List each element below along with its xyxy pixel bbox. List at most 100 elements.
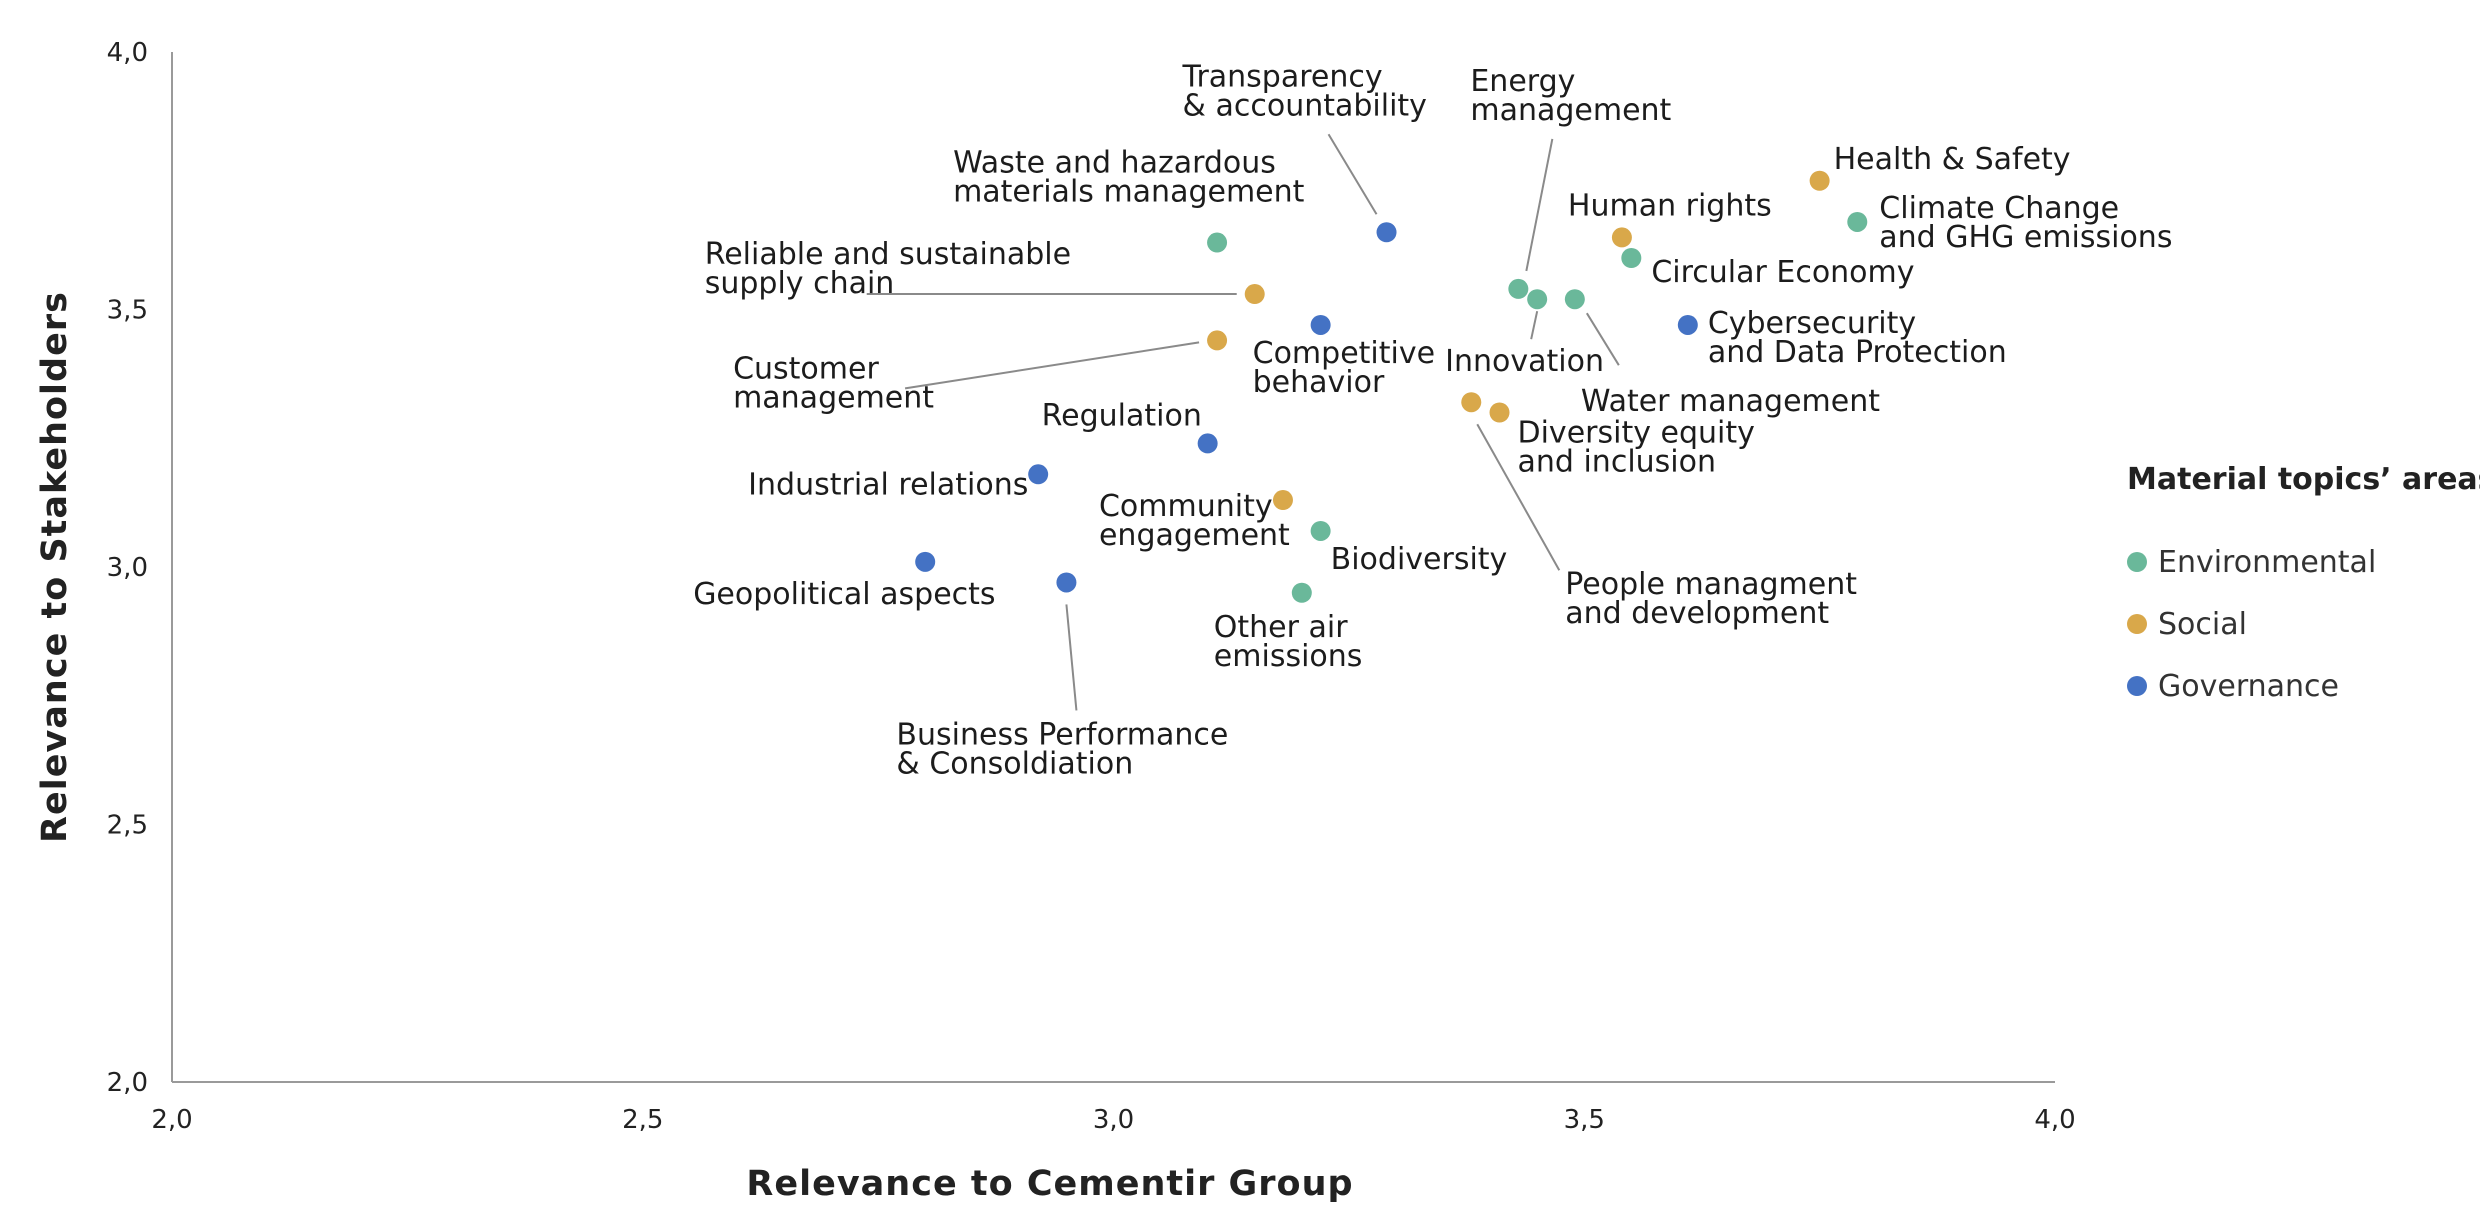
label-line: and Data Protection [1708, 335, 2007, 370]
x-tick-labels: 2,0 2,5 3,0 3,5 4,0 [151, 1105, 2075, 1135]
y-tick-label: 3,0 [107, 553, 148, 583]
label-line: Biodiversity [1331, 542, 1508, 577]
point-cybersecurity-and-data-protection [1677, 314, 1698, 335]
label-waste-and-hazardous-materials-management: Waste and hazardous materials management [953, 146, 1305, 210]
x-axis-title: Relevance to Cementir Group [746, 1164, 1353, 1204]
label-reliable-and-sustainable-supply-chain: Reliable and sustainable supply chain [705, 237, 1071, 301]
legend-label-governance: Governance [2158, 669, 2339, 704]
label-energy-management: Energy management [1470, 64, 1671, 128]
legend-marker-governance [2127, 676, 2147, 696]
point-waste-and-hazardous-materials-management [1207, 232, 1228, 253]
label-circular-economy: Circular Economy [1651, 255, 1914, 290]
label-cybersecurity-and-data-protection: Cybersecurity and Data Protection [1708, 306, 2007, 370]
leader-line-innovation [1530, 310, 1539, 340]
label-line: Reliable and sustainable [705, 237, 1071, 272]
label-line: and development [1565, 596, 1829, 631]
legend: Material topics’ areas Environmental Soci… [2127, 462, 2480, 704]
leader-line-transparency-accountability [1327, 133, 1378, 215]
point-customer-management [1207, 330, 1228, 351]
leader-line-customer-management [904, 341, 1200, 390]
label-people-managment-and-development: People managment and development [1565, 567, 1857, 631]
point-transparency-accountability [1376, 222, 1397, 243]
point-energy-management [1508, 278, 1529, 299]
label-line: Circular Economy [1651, 255, 1914, 290]
label-line: Cybersecurity [1708, 306, 1916, 341]
label-water-management: Water management [1581, 384, 1880, 419]
point-geopolitical-aspects [915, 551, 936, 572]
y-axis-title: Relevance to Stakeholders [35, 291, 75, 843]
label-line: People managment [1565, 567, 1857, 602]
y-tick-label: 3,5 [107, 296, 148, 326]
label-customer-management: Customer management [733, 351, 934, 415]
point-industrial-relations [1028, 464, 1049, 485]
point-human-rights [1611, 227, 1632, 248]
label-geopolitical-aspects: Geopolitical aspects [693, 577, 995, 612]
y-tick-label: 4,0 [107, 38, 148, 68]
point-competitive-behavior [1310, 314, 1331, 335]
label-line: management [733, 380, 934, 415]
label-other-air-emissions: Other air emissions [1214, 610, 1363, 674]
label-line: emissions [1214, 639, 1363, 674]
x-tick-label: 3,0 [1093, 1105, 1134, 1135]
label-line: Human rights [1568, 188, 1772, 223]
point-community-engagement [1272, 490, 1293, 511]
label-community-engagement: Community engagement [1099, 489, 1290, 553]
legend-title: Material topics’ areas [2127, 462, 2480, 497]
label-regulation: Regulation [1042, 398, 1202, 433]
label-line: Other air [1214, 610, 1348, 645]
data-labels: Health & Safety Climate Change and GHG emi… [693, 59, 2172, 781]
label-line: Industrial relations [748, 467, 1028, 502]
label-line: Energy [1470, 64, 1575, 99]
label-line: materials management [953, 175, 1305, 210]
label-line: supply chain [705, 266, 895, 301]
label-business-performance-consoldiation: Business Performance & Consoldiation [896, 717, 1228, 781]
label-line: and inclusion [1518, 445, 1717, 480]
label-line: & accountability [1183, 88, 1427, 123]
label-industrial-relations: Industrial relations [748, 467, 1028, 502]
legend-marker-social [2127, 614, 2147, 634]
leader-line-people-managment-and-development [1476, 423, 1561, 571]
label-line: Regulation [1042, 398, 1202, 433]
label-human-rights: Human rights [1568, 188, 1772, 223]
label-biodiversity: Biodiversity [1331, 542, 1508, 577]
label-line: Competitive [1253, 336, 1435, 371]
x-tick-label: 2,5 [622, 1105, 663, 1135]
point-climate-change-and-ghg-emissions [1847, 211, 1868, 232]
point-business-performance-consoldiation [1056, 572, 1077, 593]
label-line: Diversity equity [1518, 416, 1755, 451]
label-innovation: Innovation [1445, 344, 1604, 379]
point-regulation [1197, 433, 1218, 454]
chart-axes [171, 52, 2055, 1083]
label-line: Transparency [1182, 59, 1383, 94]
point-other-air-emissions [1291, 582, 1312, 603]
y-tick-label: 2,5 [107, 811, 148, 841]
x-tick-label: 4,0 [2034, 1105, 2075, 1135]
label-line: Geopolitical aspects [693, 577, 995, 612]
point-reliable-and-sustainable-supply-chain [1244, 284, 1265, 305]
label-line: & Consoldiation [896, 746, 1133, 781]
label-health-safety: Health & Safety [1834, 142, 2071, 177]
y-tick-label: 2,0 [107, 1068, 148, 1098]
label-transparency-accountability: Transparency & accountability [1182, 59, 1427, 123]
point-people-managment-and-development [1461, 392, 1482, 413]
y-tick-labels: 2,0 2,5 3,0 3,5 4,0 [107, 38, 148, 1098]
label-line: Climate Change [1879, 191, 2119, 226]
data-points [915, 170, 1868, 603]
leader-line-water-management [1585, 312, 1620, 366]
point-circular-economy [1621, 248, 1642, 268]
point-health-safety [1809, 170, 1830, 191]
legend-marker-environmental [2127, 552, 2147, 572]
point-water-management [1564, 289, 1585, 310]
label-diversity-equity-and-inclusion: Diversity equity and inclusion [1518, 416, 1755, 480]
label-climate-change-and-ghg-emissions: Climate Change and GHG emissions [1879, 191, 2172, 255]
label-line: management [1470, 93, 1671, 128]
legend-label-social: Social [2158, 607, 2247, 642]
point-innovation [1527, 289, 1548, 310]
leader-line-business-performance-consoldiation [1065, 604, 1078, 711]
point-diversity-equity-and-inclusion [1489, 402, 1510, 423]
label-competitive-behavior: Competitive behavior [1253, 336, 1435, 400]
leader-line-energy-management [1525, 138, 1554, 272]
legend-label-environmental: Environmental [2158, 545, 2376, 580]
leader-lines [866, 133, 1620, 711]
